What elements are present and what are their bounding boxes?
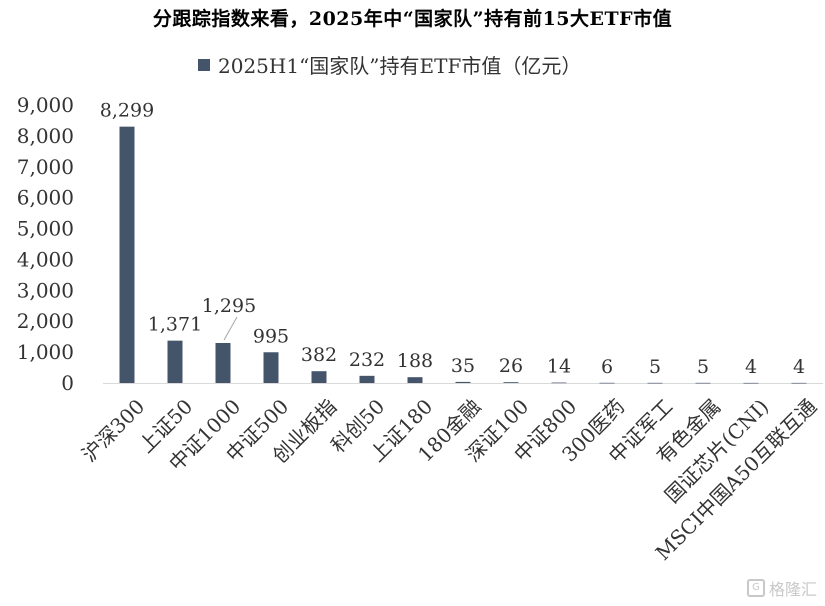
- data-label-leader-line: [223, 316, 238, 341]
- data-label: 1,371: [148, 314, 202, 336]
- bar: [119, 126, 135, 384]
- y-tick-label: 2,000: [17, 309, 74, 333]
- bar: [167, 340, 183, 383]
- y-tick-label: 9,000: [17, 93, 74, 117]
- data-label: 8,299: [100, 100, 154, 122]
- x-tick-label: 沪深300: [77, 394, 149, 466]
- y-tick-label: 0: [61, 371, 74, 395]
- bar: [407, 377, 423, 383]
- bar: [311, 371, 327, 383]
- y-axis: 0 1,000 2,000 3,000 4,000 5,000 6,000 7,000 8,00…: [17, 93, 74, 395]
- bar: [263, 352, 279, 383]
- bar: [791, 382, 807, 384]
- x-axis-labels: 沪深300上证50中证1000中证500创业板指科创50上证180180金融深证…: [77, 394, 821, 565]
- bar: [599, 382, 615, 384]
- y-tick-label: 1,000: [17, 340, 74, 364]
- bar: [215, 342, 231, 383]
- legend-swatch: [198, 58, 210, 71]
- y-tick-label: 6,000: [17, 186, 74, 210]
- bar: [743, 382, 759, 384]
- data-label: 382: [301, 344, 337, 366]
- data-label: 5: [649, 356, 661, 378]
- y-tick-label: 5,000: [17, 217, 74, 241]
- data-label: 6: [601, 356, 613, 378]
- data-label: 4: [793, 356, 805, 378]
- bar: [647, 382, 663, 384]
- data-label: 188: [397, 350, 433, 372]
- bar: [695, 382, 711, 384]
- data-label: 995: [253, 325, 289, 347]
- bars: [119, 126, 807, 384]
- gelonghui-logo-icon: G: [746, 579, 765, 597]
- legend-label: 2025H1“国家队”持有ETF市值（亿元）: [218, 54, 582, 78]
- chart-title: 分跟踪指数来看，2025年中“国家队”持有前15大ETF市值: [152, 8, 673, 30]
- bar: [455, 381, 471, 383]
- data-label: 232: [349, 349, 385, 371]
- y-tick-label: 3,000: [17, 278, 74, 302]
- y-tick-label: 4,000: [17, 247, 74, 271]
- watermark-text: 格隆汇: [768, 580, 817, 599]
- data-label: 26: [499, 355, 523, 377]
- bar: [359, 375, 375, 383]
- y-tick-label: 8,000: [17, 124, 74, 148]
- bar: [551, 382, 567, 384]
- data-label: 35: [451, 355, 475, 377]
- bar: [503, 382, 519, 383]
- data-label: 14: [547, 356, 571, 378]
- y-tick-label: 7,000: [17, 155, 74, 179]
- data-label: 5: [697, 356, 709, 378]
- legend: 2025H1“国家队”持有ETF市值（亿元）: [198, 50, 581, 79]
- data-label: 4: [745, 356, 757, 378]
- data-label: 1,295: [202, 295, 256, 317]
- watermark: G 格隆汇: [746, 576, 817, 600]
